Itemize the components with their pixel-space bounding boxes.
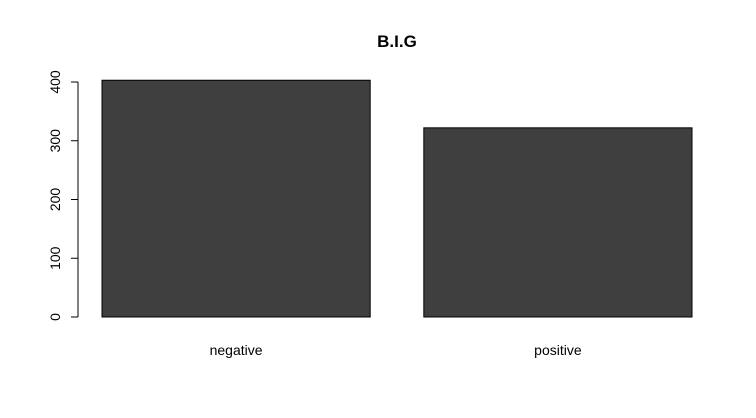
y-axis: 0 100 200 300 400 — [47, 70, 79, 321]
y-tick-label: 400 — [47, 70, 63, 94]
bar-negative — [101, 79, 371, 318]
chart-title: B.I.G — [377, 32, 417, 51]
y-tick-label: 300 — [47, 129, 63, 153]
y-tick-label: 200 — [47, 188, 63, 212]
x-category-label: negative — [210, 342, 263, 358]
bar-positive — [423, 127, 693, 318]
y-tick-label: 0 — [47, 313, 63, 321]
y-tick-label: 100 — [47, 246, 63, 270]
x-category-label: positive — [534, 342, 582, 358]
x-axis-labels: negative positive — [210, 342, 582, 358]
bars-group — [101, 79, 693, 318]
